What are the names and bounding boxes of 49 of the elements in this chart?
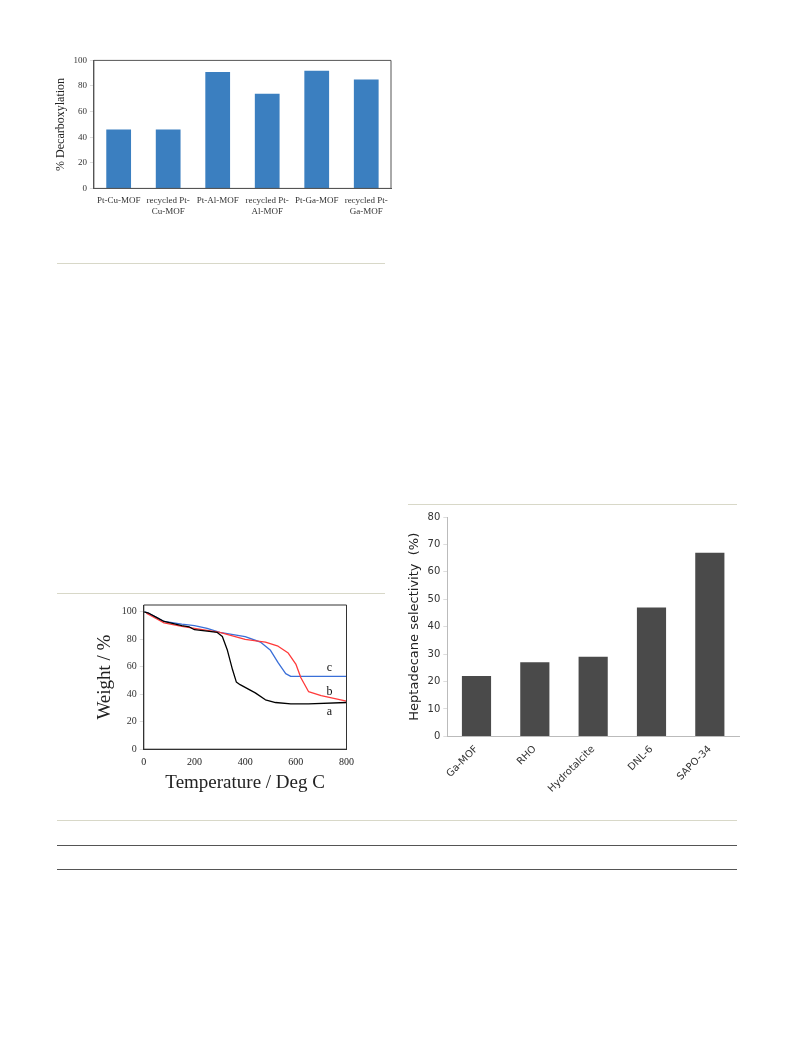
y-tick-label: 30 <box>427 647 441 659</box>
y-tick-label: 70 <box>427 538 441 550</box>
y-tick-label: 20 <box>126 715 137 727</box>
bar <box>155 129 181 188</box>
y-tick-label: 60 <box>126 660 137 672</box>
y-tick-label: 80 <box>77 80 88 91</box>
bar <box>106 129 132 188</box>
y-tick-label: 40 <box>77 131 88 142</box>
bar <box>205 71 231 188</box>
y-tick-label: 50 <box>427 592 441 604</box>
bar <box>520 662 550 736</box>
y-axis-title: Heptadecane selectivity (%) <box>406 532 422 721</box>
y-tick-label: 60 <box>427 565 441 577</box>
x-tick-label: recycled Pt-Al-MOF <box>245 195 289 216</box>
bar <box>304 70 330 188</box>
x-tick-label: 800 <box>339 755 354 767</box>
series-label: a <box>326 703 333 718</box>
x-tick-label: 600 <box>288 755 304 767</box>
y-tick-label: 80 <box>427 510 441 522</box>
x-tick-label: recycled Pt-Cu-MOF <box>146 195 190 216</box>
y-tick-label: 40 <box>126 687 137 699</box>
bar <box>254 93 280 188</box>
bar <box>636 607 667 736</box>
bar <box>578 656 608 736</box>
y-axis-title: Weight / % <box>93 634 115 720</box>
y-tick-label: 0 <box>82 182 88 193</box>
x-tick-label: Pt-Ga-MOF <box>294 195 339 206</box>
y-tick-label: 10 <box>427 702 441 714</box>
x-axis-title: Temperature / Deg C <box>165 770 325 792</box>
series-label: c <box>326 659 333 674</box>
x-tick-label: Pt-Al-MOF <box>196 195 239 206</box>
y-tick-label: 60 <box>77 105 88 116</box>
y-axis-title: % Decarboxylation <box>53 77 68 171</box>
x-tick-label: Pt-Cu-MOF <box>96 195 141 206</box>
y-tick-label: 80 <box>126 632 137 644</box>
y-tick-label: 20 <box>77 157 88 168</box>
y-tick-label: 20 <box>427 675 441 687</box>
x-tick-label: 400 <box>237 755 253 767</box>
x-tick-label: recycled Pt-Ga-MOF <box>344 195 388 216</box>
x-tick-label: 0 <box>141 755 147 767</box>
y-tick-label: 40 <box>427 620 441 632</box>
series-label: b <box>326 684 333 699</box>
y-tick-label: 100 <box>73 54 88 65</box>
x-tick-label: 200 <box>186 755 202 767</box>
bar <box>695 552 725 736</box>
bar <box>461 676 492 736</box>
y-tick-label: 0 <box>433 729 441 741</box>
y-tick-label: 100 <box>121 605 137 617</box>
bar <box>353 79 379 188</box>
